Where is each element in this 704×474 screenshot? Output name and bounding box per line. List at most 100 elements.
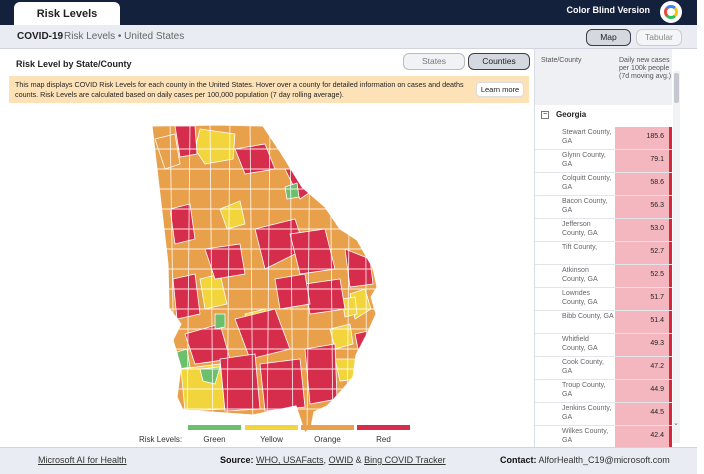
page-title: COVID-19 [17,31,64,42]
source-link-who-usafacts[interactable]: WHO, USAFacts [256,455,324,465]
source-line: Source: WHO, USAFacts, OWID & Bing COVID… [220,455,446,465]
county-name: Jefferson County, GA [562,221,598,237]
legend-text-orange: Orange [314,435,341,444]
cases-value: 52.7 [650,248,664,255]
cases-cell: 49.3 [615,334,672,356]
county-name: Colquitt County, GA [562,175,612,191]
cases-value: 185.6 [646,133,664,140]
cases-cell: 52.5 [615,265,672,287]
tab-risk-levels[interactable]: Risk Levels [14,2,120,28]
cases-value: 52.5 [650,271,664,278]
table-row[interactable]: Wilkes County, GA 42.4 [535,426,672,449]
cases-cell: 51.4 [615,311,672,333]
cases-cell: 53.0 [615,219,672,241]
group-row-georgia[interactable]: − Georgia [535,109,672,123]
table-row[interactable]: Stewart County, GA 185.6 [535,127,672,150]
county-name: Tift County, [562,244,598,251]
map-panel: Risk Level by State/County States Counti… [5,49,534,447]
cases-cell: 52.7 [615,242,672,264]
color-blind-label: Color Blind Version [566,5,650,15]
table-row[interactable]: Jefferson County, GA 53.0 [535,219,672,242]
table-row[interactable]: Bibb County, GA 51.4 [535,311,672,334]
county-name: Whitfield County, GA [562,336,598,352]
legend-bar-green [188,425,241,430]
table-row[interactable]: Tift County, 52.7 [535,242,672,265]
table-row[interactable]: Troup County, GA 44.9 [535,380,672,403]
map-view-button[interactable]: Map [586,29,631,46]
column-header-daily-cases[interactable]: Daily new cases per 100k people (7d movi… [615,49,672,105]
color-wheel-icon [664,5,678,19]
table-row[interactable]: Bacon County, GA 56.3 [535,196,672,219]
tabular-view-button[interactable]: Tabular [636,29,682,46]
cases-cell: 44.5 [615,403,672,425]
county-table: State/County Daily new cases per 100k pe… [534,49,681,472]
table-row[interactable]: Glynn County, GA 79.1 [535,150,672,173]
county-name: Wilkes County, GA [562,428,609,444]
cases-cell: 47.2 [615,357,672,379]
table-row[interactable]: Jenkins County, GA 44.5 [535,403,672,426]
cases-value: 79.1 [650,156,664,163]
county-name: Jenkins County, GA [562,405,612,421]
cases-value: 44.5 [650,409,664,416]
cases-value: 58.6 [650,179,664,186]
collapse-icon[interactable]: − [541,111,549,119]
cases-value: 44.9 [650,386,664,393]
column-header-state-county[interactable]: State/County [535,49,615,105]
county-name: Glynn County, GA [562,152,606,168]
footer: Microsoft AI for Health Source: WHO, USA… [0,447,697,474]
source-sep-2: & [355,455,362,465]
legend-text-green: Green [203,435,226,444]
learn-more-button[interactable]: Learn more [476,82,524,97]
source-link-owid[interactable]: OWID [328,455,354,465]
table-row[interactable]: Cook County, GA 47.2 [535,357,672,380]
georgia-county-map[interactable] [5,109,534,439]
county-cells [152,125,377,433]
legend-text-red: Red [376,435,391,444]
cases-cell: 42.4 [615,426,672,448]
legend-bar-red [357,425,410,430]
contact-line: Contact: AlforHealth_C19@microsoft.com [500,455,670,465]
cases-cell: 79.1 [615,150,672,172]
ms-ai-health-link[interactable]: Microsoft AI for Health [38,455,127,465]
cases-cell: 58.6 [615,173,672,195]
source-label: Source: [220,455,254,465]
county-name: Stewart County, GA [562,129,612,145]
contact-label: Contact: [500,455,537,465]
page-subtitle: Risk Levels • United States [64,31,185,42]
top-bar: Risk Levels Color Blind Version [0,0,697,28]
cases-cell: 51.7 [615,288,672,310]
table-row[interactable]: Colquitt County, GA 58.6 [535,173,672,196]
state-outline [151,124,378,434]
group-name: Georgia [556,110,587,119]
county-name: Troup County, GA [562,382,606,398]
cases-value: 51.4 [650,317,664,324]
cases-value: 56.3 [650,202,664,209]
table-row[interactable]: Lowndes County, GA 51.7 [535,288,672,311]
cases-cell: 44.9 [615,380,672,402]
source-link-bing[interactable]: Bing COVID Tracker [364,455,446,465]
cases-value: 51.7 [650,294,664,301]
cases-cell: 185.6 [615,127,672,149]
legend-label: Risk Levels: [139,435,183,444]
table-row[interactable]: Atkinson County, GA 52.5 [535,265,672,288]
legend-bar-yellow [245,425,298,430]
contact-email[interactable]: AlforHealth_C19@microsoft.com [538,455,670,465]
legend-text-yellow: Yellow [260,435,283,444]
county-name: Atkinson County, GA [562,267,598,283]
county-name: Cook County, GA [562,359,604,375]
cases-value: 49.3 [650,340,664,347]
table-scrollbar[interactable] [673,71,680,443]
county-name: Bibb County, GA [562,313,614,320]
map-panel-title: Risk Level by State/County [16,59,132,69]
info-banner-text: This map displays COVID Risk Levels for … [15,80,464,99]
table-row[interactable]: Whitfield County, GA 49.3 [535,334,672,357]
county-name: Lowndes County, GA [562,290,598,306]
states-button[interactable]: States [403,53,465,70]
header-bar: COVID-19 Risk Levels • United States Map… [0,25,697,49]
cases-value: 42.4 [650,432,664,439]
scrollbar-thumb[interactable] [674,73,679,103]
color-blind-toggle[interactable] [660,1,682,23]
scroll-down-icon[interactable]: ⌄ [673,420,679,427]
counties-button[interactable]: Counties [468,53,530,70]
